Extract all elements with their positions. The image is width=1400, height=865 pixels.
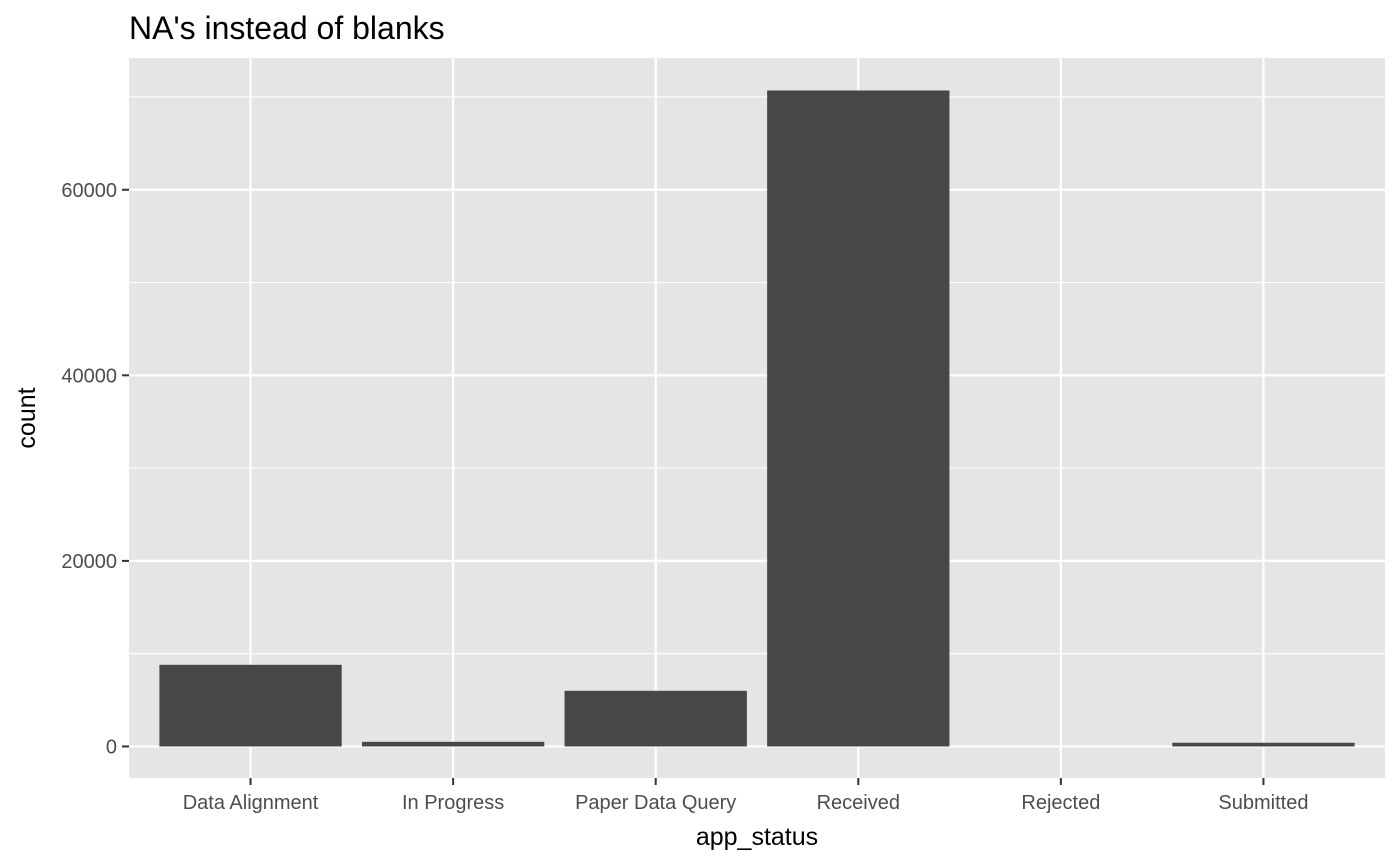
x-tick-label: In Progress [402,792,504,814]
minor-gridlines [129,96,1385,655]
x-tick-label: Data Alignment [183,792,319,814]
bars [159,90,1355,747]
x-axis-title: app_status [696,823,818,851]
y-tick-label: 40000 [61,365,117,387]
x-tick-label: Paper Data Query [575,792,736,814]
chart-title: NA's instead of blanks [129,10,445,46]
x-tick-label: Submitted [1218,792,1308,814]
x-tick-label: Rejected [1021,792,1100,814]
bar [1172,742,1355,747]
bar [361,741,545,747]
y-axis-title: count [13,387,41,448]
bar [159,664,342,747]
y-axis: 0 20000 40000 60000 [61,180,129,758]
bar [564,690,747,747]
x-axis: Data Alignment In Progress Paper Data Quer… [183,778,1308,814]
major-gridlines [129,58,1385,778]
plot-panel [129,58,1385,778]
bar [767,90,950,747]
y-tick-label: 60000 [61,180,117,202]
x-tick-label: Received [817,792,900,814]
y-tick-label: 0 [106,736,117,758]
y-tick-label: 20000 [61,551,117,573]
